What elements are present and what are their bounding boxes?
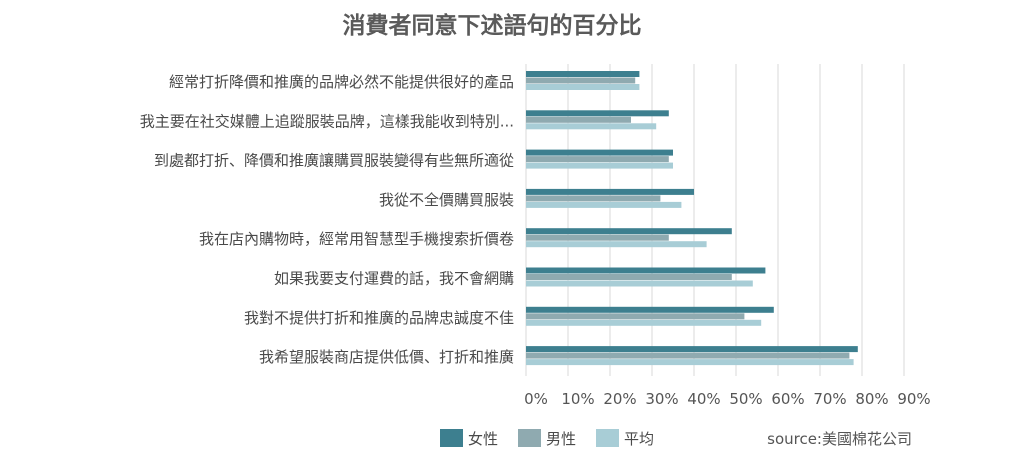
x-tick-label: 10% [561,390,594,408]
legend-label: 平均 [624,430,654,448]
bar [526,201,682,208]
bar [526,346,858,353]
bar [526,274,732,280]
bar [526,149,673,156]
bar [526,234,669,241]
x-tick-label: 20% [603,390,636,408]
x-tick-label: 50% [729,390,762,408]
x-tick-label: 90% [897,390,930,408]
bar [526,352,850,359]
bar [526,195,661,202]
category-label: 如果我要支付運費的話，我不會網購 [274,270,514,288]
legend-swatch [596,429,619,447]
category-label: 到處都打折、降價和推廣讓購買服裝變得有些無所適從 [154,152,514,170]
legend-swatch [518,429,541,447]
bar [526,71,640,77]
bar [526,77,636,84]
bar [526,188,694,195]
bar [526,267,766,274]
x-tick-label: 40% [687,390,720,408]
category-label: 我從不全價購買服裝 [379,191,514,209]
bar [526,110,669,117]
bar [526,241,707,248]
bar [526,280,753,287]
source-note: source:美國棉花公司 [767,430,912,448]
bar [526,156,669,163]
category-label: 我希望服裝商店提供低價、打折和推廣 [259,348,514,366]
category-label: 我主要在社交媒體上追蹤服裝品牌，這樣我能收到特別... [140,112,514,130]
category-labels: 經常打折降價和推廣的品牌必然不能提供很好的產品我主要在社交媒體上追蹤服裝品牌，這… [140,73,514,366]
category-label: 我對不提供打折和推廣的品牌忠誠度不佳 [244,309,514,327]
legend-label: 男性 [546,430,576,448]
bar [526,84,640,90]
x-tick-label: 80% [855,390,888,408]
x-tick-label: 70% [813,390,846,408]
bar [526,359,854,366]
bar [526,123,657,130]
legend: 女性 男性 平均 [440,429,654,448]
legend-swatch [440,429,463,447]
chart-title: 消費者同意下述語句的百分比 [343,12,642,39]
bar [526,116,631,123]
bar [526,162,673,169]
category-label: 經常打折降價和推廣的品牌必然不能提供很好的產品 [169,73,514,91]
bar [526,228,732,235]
bar [526,319,762,326]
x-tick-label: 0% [524,390,548,408]
bar [526,306,774,313]
x-tick-labels: 0% 10% 20% 30% 40% 50% 60% 70% 80% 90% [524,390,931,408]
bar [526,313,745,320]
category-label: 我在店內購物時，經常用智慧型手機搜索折價卷 [199,230,514,248]
legend-label: 女性 [468,430,498,448]
bars [526,71,858,366]
x-tick-label: 30% [645,390,678,408]
x-tick-label: 60% [771,390,804,408]
